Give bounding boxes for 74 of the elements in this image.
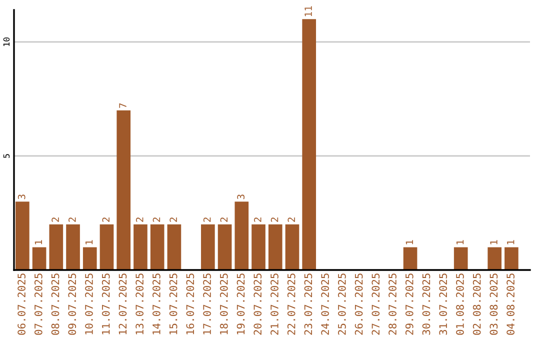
- bar: [488, 247, 502, 270]
- data-label: 1: [507, 240, 514, 244]
- data-label: 2: [270, 218, 278, 222]
- data-label: 3: [237, 194, 244, 200]
- x-tick-label: 13.07.2025: [136, 274, 144, 334]
- bar: [32, 247, 46, 270]
- x-tick-label: 10.07.2025: [85, 274, 93, 334]
- bar: [302, 19, 316, 270]
- x-tick-label: 04.08.2025: [506, 274, 514, 335]
- x-tick-label: 14.07.2025: [152, 274, 160, 334]
- bar: [201, 224, 215, 270]
- data-label: 1: [86, 240, 93, 244]
- x-tick-label: 06.07.2025: [18, 274, 26, 335]
- x-tick-label: 07.07.2025: [34, 274, 42, 335]
- data-label: 2: [136, 218, 144, 222]
- x-tick-label: 15.07.2025: [169, 274, 178, 334]
- x-tick-label: 23.07.2025: [304, 274, 312, 335]
- bar: [234, 202, 249, 270]
- bar: [218, 224, 232, 270]
- x-tick-label: 28.07.2025: [388, 274, 396, 335]
- x-tick-label: 16.07.2025: [186, 274, 194, 334]
- data-label: 2: [288, 218, 295, 222]
- data-label: 1: [490, 240, 498, 244]
- data-label: 1: [406, 240, 413, 244]
- x-tick-label: 12.07.2025: [118, 274, 127, 334]
- data-label: 2: [170, 218, 177, 222]
- x-tick-label: 01.08.2025: [456, 274, 464, 335]
- x-tick-label: 02.08.2025: [472, 274, 481, 335]
- x-tick-label: 22.07.2025: [287, 274, 296, 335]
- bar: [150, 224, 164, 270]
- y-tick-label: 10: [3, 37, 10, 46]
- bar: [16, 202, 30, 270]
- data-label: 11: [304, 6, 312, 16]
- data-label: 2: [68, 218, 76, 222]
- x-tick-label: 21.07.2025: [270, 274, 278, 335]
- data-label: 1: [34, 240, 42, 244]
- x-tick-label: 08.07.2025: [51, 274, 60, 335]
- x-tick-label: 31.07.2025: [439, 274, 448, 335]
- bar: [134, 224, 148, 270]
- x-tick-label: 26.07.2025: [354, 274, 363, 335]
- bar: [100, 224, 114, 270]
- data-label: 7: [119, 103, 126, 108]
- bar: [82, 247, 97, 270]
- data-label: 1: [456, 240, 464, 244]
- x-tick-label: 09.07.2025: [68, 274, 76, 335]
- data-label: 2: [203, 218, 211, 222]
- data-label: 3: [18, 194, 26, 200]
- bar: [454, 247, 468, 270]
- bar: [66, 224, 80, 270]
- bar: [252, 224, 266, 270]
- x-tick-label: 20.07.2025: [254, 274, 262, 335]
- data-label: 2: [254, 218, 262, 222]
- bar: [403, 247, 418, 270]
- bar: [268, 224, 282, 270]
- data-label: 2: [52, 218, 59, 222]
- x-tick-label: 25.07.2025: [338, 274, 346, 335]
- y-tick-label: 5: [3, 154, 10, 158]
- data-label: 2: [220, 218, 228, 222]
- data-label: 2: [152, 218, 160, 222]
- x-tick-label: 19.07.2025: [236, 274, 245, 334]
- x-tick-label: 30.07.2025: [422, 274, 430, 335]
- x-tick-label: 17.07.2025: [203, 274, 211, 334]
- bar: [49, 224, 64, 270]
- x-tick-label: 27.07.2025: [372, 274, 380, 335]
- x-tick-label: 11.07.2025: [102, 274, 110, 334]
- x-tick-label: 03.08.2025: [490, 274, 498, 335]
- data-label: 2: [102, 218, 110, 222]
- bar: [285, 224, 300, 270]
- bar: [504, 247, 518, 270]
- x-tick-label: 18.07.2025: [220, 274, 228, 334]
- bar: [116, 110, 131, 270]
- x-tick-label: 24.07.2025: [321, 274, 330, 335]
- bar: [167, 224, 182, 270]
- x-tick-label: 29.07.2025: [405, 274, 414, 335]
